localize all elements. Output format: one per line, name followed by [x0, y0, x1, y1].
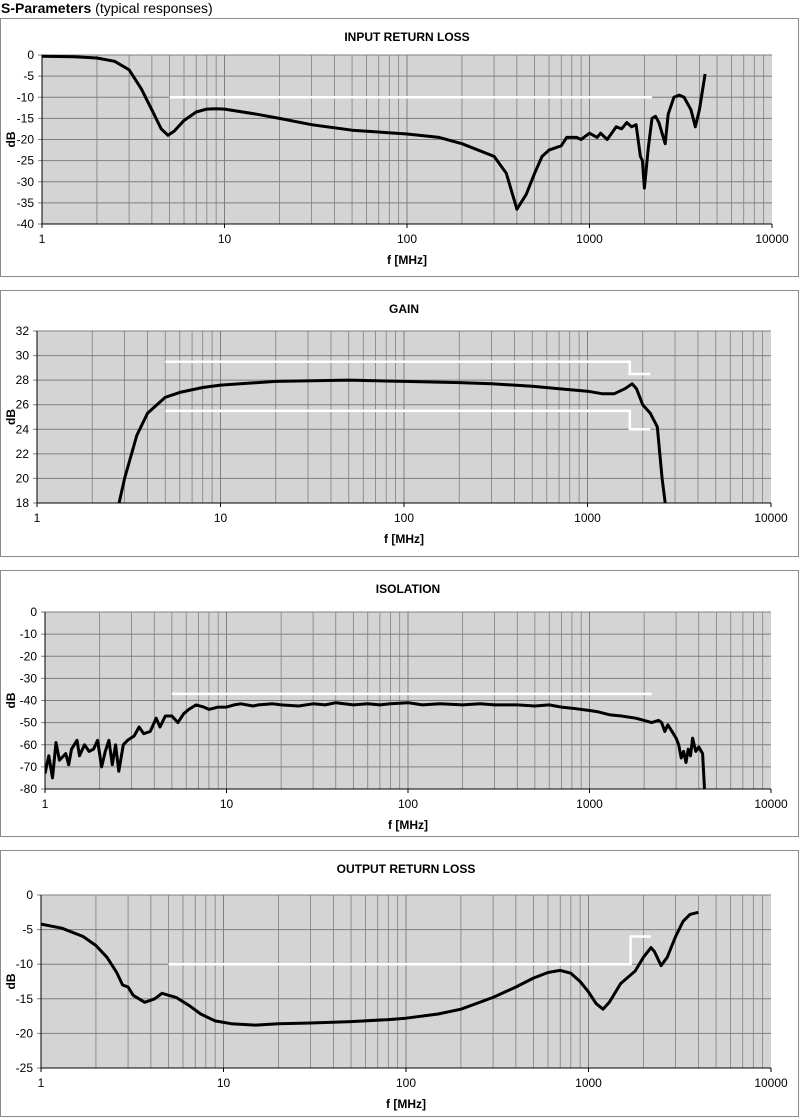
series-line — [45, 701, 706, 789]
y-tick-label: 24 — [16, 422, 30, 436]
x-tick-label: 10000 — [754, 511, 788, 525]
y-tick-label: 26 — [16, 398, 30, 412]
y-tick-label: -15 — [16, 992, 34, 1006]
x-tick-label: 1 — [34, 511, 41, 525]
x-tick-label: 100 — [396, 1076, 416, 1090]
x-tick-label: 1 — [38, 1076, 45, 1090]
x-axis-label: f [MHz] — [386, 1097, 426, 1111]
y-tick-label: -5 — [23, 69, 34, 83]
y-tick-label: -60 — [20, 738, 38, 752]
y-tick-label: -20 — [20, 649, 38, 663]
y-tick-label: -10 — [17, 90, 35, 104]
y-tick-label: 0 — [30, 605, 37, 619]
x-tick-label: 10000 — [754, 1076, 788, 1090]
chart-1: GAIN 32 30 28 26 24 22 20 18 1 10 100 1000 10000 f [MH… — [0, 290, 799, 557]
y-tick-label: 28 — [16, 373, 30, 387]
y-tick-label: -5 — [22, 923, 33, 937]
y-axis-label: dB — [4, 409, 18, 425]
chart-title: OUTPUT RETURN LOSS — [337, 862, 476, 876]
x-tick-label: 10 — [218, 232, 232, 246]
y-tick-label: 30 — [16, 349, 30, 363]
x-tick-label: 100 — [397, 232, 417, 246]
y-tick-label: -40 — [20, 694, 38, 708]
chart-title: GAIN — [389, 302, 419, 316]
page-title-bold: S-Parameters — [1, 0, 92, 16]
limit-line — [165, 409, 651, 431]
x-tick-label: 10000 — [754, 797, 788, 811]
y-tick-label: -10 — [20, 627, 38, 641]
y-tick-label: -30 — [17, 175, 35, 189]
y-tick-label: 18 — [16, 496, 30, 510]
y-tick-label: 0 — [26, 888, 33, 902]
x-tick-label: 1000 — [576, 797, 603, 811]
y-tick-label: -50 — [20, 716, 38, 730]
y-tick-label: -70 — [20, 760, 38, 774]
x-tick-label: 1000 — [575, 1076, 602, 1090]
series-line — [42, 54, 707, 211]
series-line — [117, 378, 667, 503]
x-tick-label: 1 — [39, 232, 46, 246]
limit-line — [168, 935, 651, 966]
x-tick-label: 100 — [398, 797, 418, 811]
x-tick-label: 10000 — [755, 232, 789, 246]
y-tick-label: -80 — [20, 782, 38, 796]
y-tick-label: -40 — [17, 217, 35, 231]
page-title-rest: (typical responses) — [91, 0, 213, 16]
y-tick-label: 0 — [27, 48, 34, 62]
series-line — [41, 910, 699, 1027]
y-tick-label: 22 — [16, 447, 30, 461]
y-axis-label: dB — [4, 131, 18, 147]
x-tick-label: 100 — [394, 511, 414, 525]
y-tick-label: 32 — [16, 324, 30, 338]
x-tick-label: 10 — [220, 797, 234, 811]
x-tick-label: 10 — [214, 511, 228, 525]
page-title: S-Parameters (typical responses) — [1, 0, 213, 16]
y-tick-label: -30 — [20, 671, 38, 685]
x-tick-label: 10 — [217, 1076, 231, 1090]
y-tick-label: -20 — [16, 1026, 34, 1040]
chart-title: INPUT RETURN LOSS — [344, 30, 469, 44]
y-tick-label: -25 — [16, 1061, 34, 1075]
y-tick-label: -35 — [17, 196, 35, 210]
y-axis-label: dB — [4, 973, 18, 989]
y-tick-label: -20 — [17, 133, 35, 147]
limit-line — [165, 360, 651, 376]
x-tick-label: 1 — [42, 797, 49, 811]
y-axis-label: dB — [4, 692, 18, 708]
chart-3: OUTPUT RETURN LOSS 0 -5 -10 -15 -20 -25 1 10 100 1… — [0, 850, 799, 1117]
x-axis-label: f [MHz] — [387, 253, 427, 267]
y-tick-label: -10 — [16, 957, 34, 971]
chart-title: ISOLATION — [376, 582, 440, 596]
chart-0: INPUT RETURN LOSS 0 -5 -10 -15 -20 -25 -30 -35 -4… — [0, 18, 799, 277]
y-tick-label: 20 — [16, 471, 30, 485]
x-axis-label: f [MHz] — [388, 818, 428, 832]
x-tick-label: 1000 — [574, 511, 601, 525]
chart-2: ISOLATION 0 -10 -20 -30 -40 -50 -60 -70 -80 1 10 100… — [0, 570, 799, 837]
y-tick-label: -25 — [17, 154, 35, 168]
x-tick-label: 1000 — [576, 232, 603, 246]
x-axis-label: f [MHz] — [384, 532, 424, 546]
y-tick-label: -15 — [17, 111, 35, 125]
